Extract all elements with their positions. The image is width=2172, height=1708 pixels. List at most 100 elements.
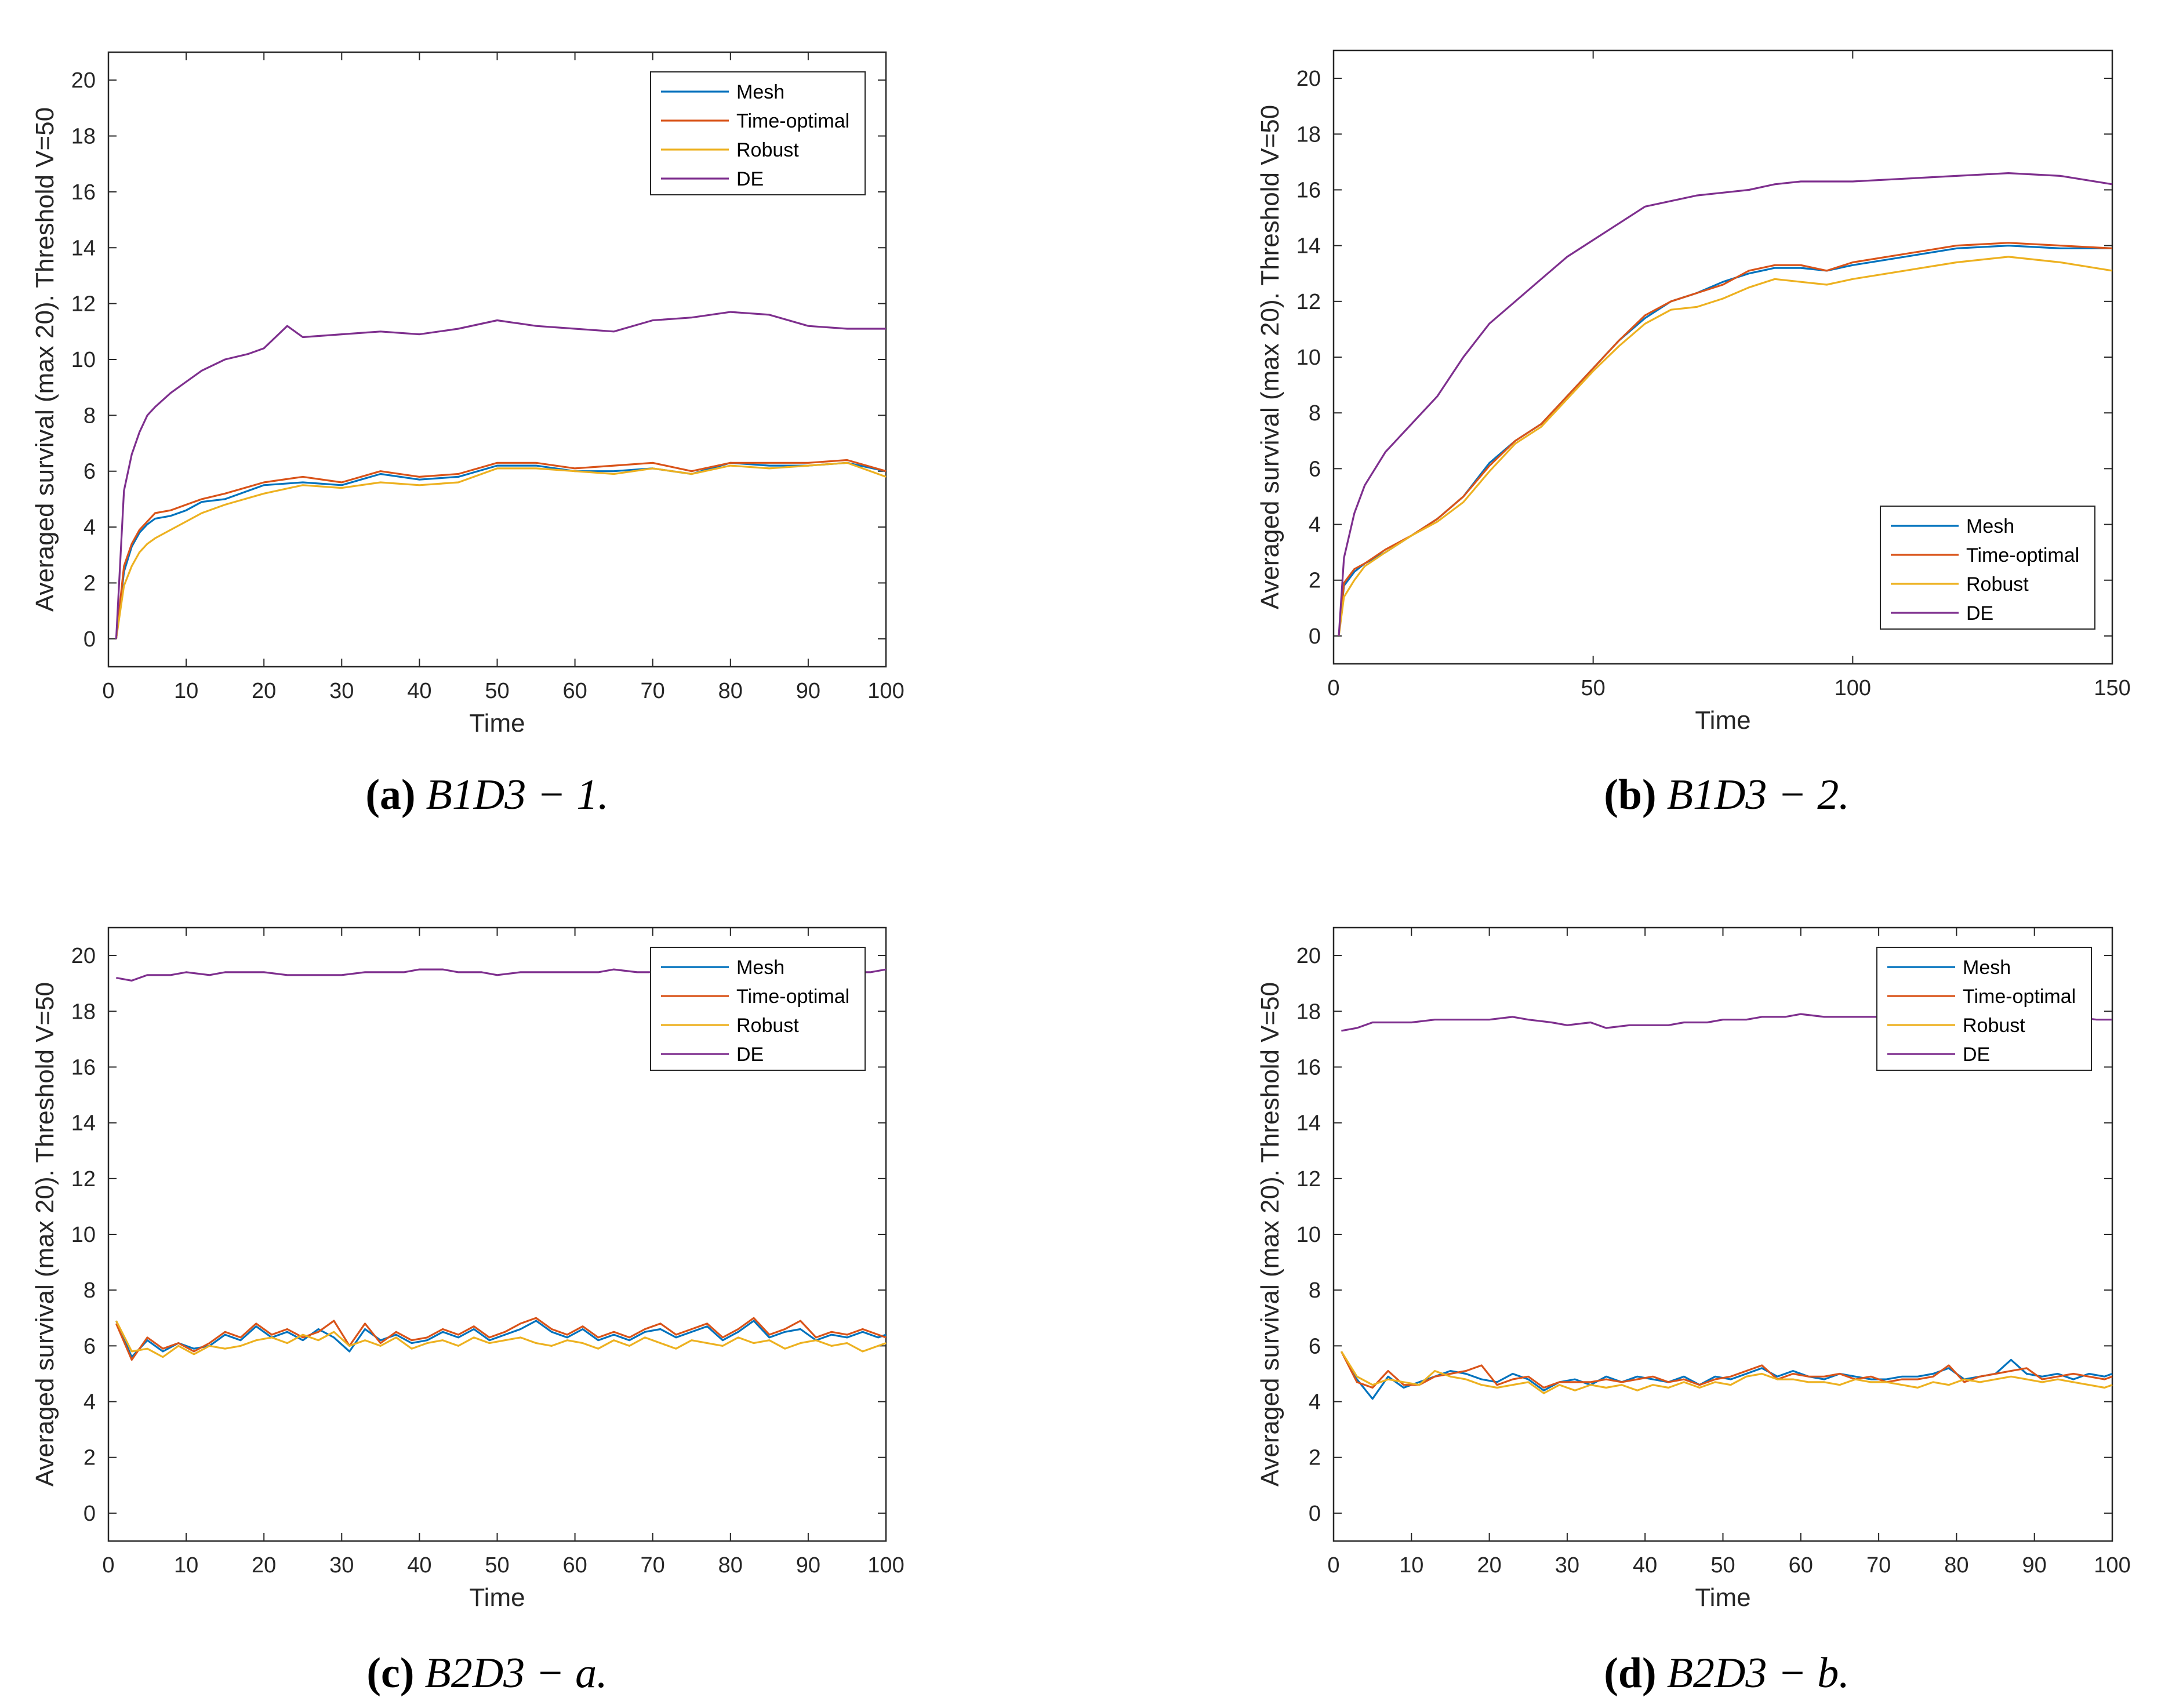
x-tick-label: 20 [252,679,276,703]
chart-panel-a: 0 10 20 30 40 50 60 70 80 90 100 0 2 4 6 8 10 12 14 16 18 20 T… [31,51,905,819]
caption-letter: (d) [1604,1649,1656,1697]
x-tick-label: 50 [1581,676,1606,700]
legend-label: Mesh [1966,515,2014,537]
y-tick-label: 18 [1296,1000,1321,1024]
caption-text: B2D3 − a. [425,1649,608,1697]
x-tick-label: 100 [867,679,904,703]
legend: Mesh Time-optimal Robust DE [1876,947,2092,1071]
x-tick-label: 20 [252,1553,276,1578]
y-tick-label: 0 [83,627,96,652]
x-tick-label: 40 [407,1553,431,1578]
legend-label: DE [1966,602,1993,624]
y-tick-label: 20 [1296,67,1321,91]
y-tick-label: 0 [1309,1502,1321,1526]
panel-caption: (a) B1D3 − 1. [365,771,608,819]
y-tick-label: 8 [83,404,96,428]
y-tick-label: 10 [71,348,96,372]
legend-label: DE [736,168,764,190]
x-tick-label: 30 [329,1553,354,1578]
x-tick-label: 10 [1399,1553,1423,1578]
y-tick-label: 16 [71,1055,96,1080]
legend-label: Time-optimal [736,986,849,1008]
y-tick-label: 4 [83,515,96,540]
series-line-time-optimal [115,1317,887,1361]
chart-panel-d: 0 10 20 30 40 50 60 70 80 90 100 0 2 4 6 8 10 12 14 16 18 20 T… [1256,926,2131,1697]
x-tick-label: 50 [485,679,509,703]
y-tick-label: 10 [71,1223,96,1247]
y-tick-label: 16 [1296,1055,1321,1080]
series-line-robust [115,1320,887,1358]
x-tick-label: 0 [102,1553,114,1578]
x-tick-label: 90 [796,679,820,703]
caption-text: B1D3 − 2. [1667,771,1850,819]
legend-label: Robust [736,1015,799,1037]
x-tick-label: 50 [1710,1553,1735,1578]
caption-text: B1D3 − 1. [426,771,609,819]
series-line-robust [115,461,887,639]
legend-label: Robust [736,139,799,161]
y-tick-label: 14 [1296,234,1321,259]
y-tick-label: 14 [71,236,96,260]
y-tick-label: 0 [83,1502,96,1526]
x-axis-title: Time [1695,1583,1750,1612]
x-tick-label: 60 [1789,1553,1813,1578]
y-tick-label: 10 [1296,346,1321,370]
legend-label: Mesh [1963,957,2011,979]
x-axis-title: Time [1695,706,1750,735]
y-tick-label: 6 [83,460,96,484]
y-tick-label: 12 [1296,290,1321,314]
y-axis-title: Averaged survival (max 20). Threshold V=… [31,982,59,1487]
y-tick-label: 2 [83,1446,96,1470]
x-axis-title: Time [469,709,525,737]
legend-label: DE [1963,1044,1990,1066]
x-tick-label: 70 [641,1553,665,1578]
legend-label: Mesh [736,957,784,979]
x-tick-label: 0 [102,679,114,703]
series-line-robust [1338,256,2113,637]
y-tick-label: 12 [1296,1167,1321,1191]
y-axis-title: Averaged survival (max 20). Threshold V=… [1256,105,1284,609]
x-tick-label: 0 [1327,1553,1339,1578]
panel-caption: (b) B1D3 − 2. [1604,771,1850,819]
panel-caption: (c) B2D3 − a. [366,1649,607,1697]
legend-label: Robust [1963,1015,2025,1037]
y-tick-label: 0 [1309,624,1321,649]
chart-panel-c: 0 10 20 30 40 50 60 70 80 90 100 0 2 4 6 8 10 12 14 16 18 20 T… [31,926,905,1697]
y-tick-label: 4 [1309,1390,1321,1415]
y-tick-label: 8 [1309,1278,1321,1303]
y-tick-label: 18 [1296,122,1321,147]
caption-letter: (a) [365,771,415,819]
x-tick-label: 90 [2022,1553,2047,1578]
legend-label: Time-optimal [736,110,849,132]
y-tick-label: 4 [83,1390,96,1415]
legend-label: DE [736,1044,764,1066]
legend: Mesh Time-optimal Robust DE [1880,506,2095,630]
y-tick-label: 14 [71,1111,96,1136]
series-line-de [115,311,886,639]
series-line-time-optimal [1340,1351,2113,1389]
panel-caption: (d) B2D3 − b. [1604,1649,1850,1697]
y-tick-label: 2 [1309,569,1321,593]
y-tick-label: 6 [83,1334,96,1358]
x-tick-label: 60 [562,679,587,703]
y-tick-label: 4 [1309,513,1321,537]
y-tick-label: 6 [1309,457,1321,481]
x-tick-label: 80 [1944,1553,1968,1578]
x-tick-label: 80 [718,1553,743,1578]
x-tick-label: 30 [329,679,354,703]
x-tick-label: 80 [718,679,743,703]
x-tick-label: 40 [1633,1553,1657,1578]
y-tick-label: 16 [71,180,96,205]
x-tick-label: 20 [1477,1553,1501,1578]
y-tick-label: 12 [71,292,96,317]
y-tick-label: 12 [71,1167,96,1191]
x-tick-label: 10 [174,1553,198,1578]
x-tick-label: 50 [485,1553,509,1578]
x-tick-label: 30 [1555,1553,1579,1578]
y-tick-label: 18 [71,125,96,149]
legend: Mesh Time-optimal Robust DE [650,947,866,1071]
series-line-de [1338,172,2113,637]
x-tick-label: 40 [407,679,431,703]
y-tick-label: 2 [1309,1446,1321,1470]
y-tick-label: 8 [83,1278,96,1303]
